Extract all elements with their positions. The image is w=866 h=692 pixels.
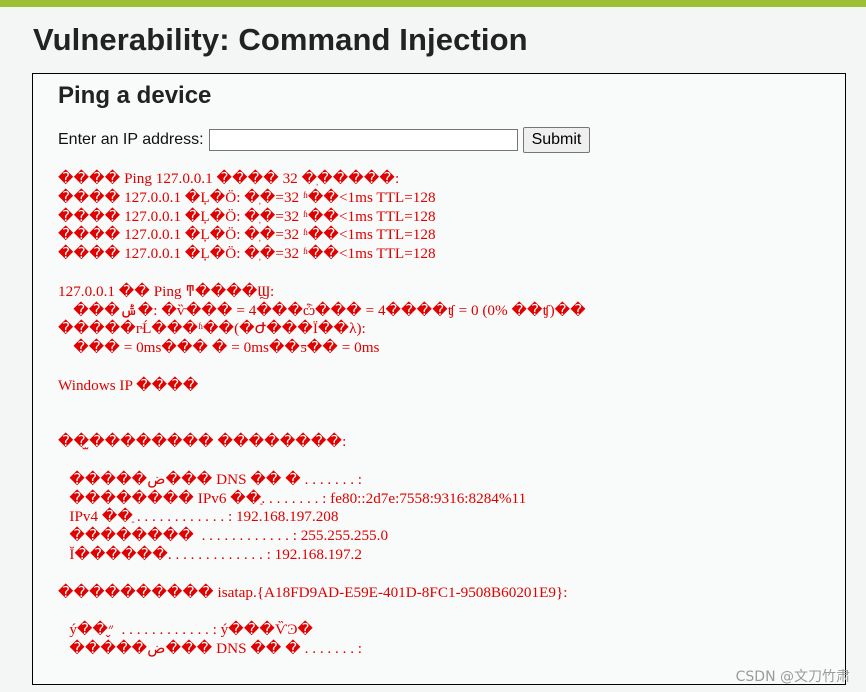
output-line: IPv4 ��ַ . . . . . . . . . . . . : 192.1… [58, 508, 339, 526]
output-line: ���� 127.0.0.1 �Ļ�Ӧ: �ֽ�=32 ʱ��<1ms TTL=… [58, 226, 436, 244]
ip-address-label: Enter an IP address: [58, 131, 204, 148]
output-line: ���� 127.0.0.1 �Ļ�Ӧ: �ֽ�=32 ʱ��<1ms TTL=… [58, 188, 436, 206]
output-line: ý��״̬ . . . . . . . . . . . . : ý���ѶϿ� [58, 621, 314, 639]
output-line [58, 396, 838, 415]
output-line: �������� . . . . . . . . . . . . : 255.2… [58, 527, 389, 545]
output-line: 127.0.0.1 �� Ping ͳ����Ϣ: [58, 282, 275, 300]
section-heading: Ping a device [58, 82, 212, 109]
csdn-watermark: CSDN @文刀竹肃 [735, 669, 850, 685]
output-line: �����ض��� DNS �� � . . . . . . . : [58, 470, 363, 488]
command-output: ���� Ping 127.0.0.1 ���� 32 �ֽ�����: ����… [58, 170, 838, 659]
output-line: ���� 127.0.0.1 �Ļ�Ӧ: �ֽ�=32 ʱ��<1ms TTL=… [58, 207, 436, 225]
vulnerability-panel: Ping a device Enter an IP address: Submi… [32, 73, 846, 685]
page-title: Vulnerability: Command Injection [33, 22, 528, 57]
submit-button[interactable]: Submit [522, 127, 591, 153]
output-line [58, 565, 838, 584]
output-line: ��� = 0ms��� � = 0ms��ƽ�� = 0ms [58, 339, 380, 357]
output-line: �������� IPv6 ��ַ. . . . . . . . : fe80:… [58, 489, 527, 507]
output-line: ��̫�������� ��������: [58, 433, 347, 451]
output-line [58, 602, 838, 621]
output-line [58, 264, 838, 283]
ip-address-input[interactable] [208, 129, 518, 151]
ping-form: Enter an IP address: Submit [58, 126, 591, 154]
output-line: Ĭ������. . . . . . . . . . . . . : 192.1… [58, 545, 362, 563]
output-line: �����ض��� DNS �� � . . . . . . . : [58, 639, 363, 657]
output-line: ���ݰ�: �ѷ��� = 4���ѽ��� = 4����ʧ = 0 (0%… [58, 301, 586, 319]
output-line: ���� 127.0.0.1 �Ļ�Ӧ: �ֽ�=32 ʱ��<1ms TTL=… [58, 245, 436, 263]
output-line: Windows IP ���� [58, 376, 199, 394]
output-line [58, 452, 838, 471]
output-line: ���� Ping 127.0.0.1 ���� 32 �ֽ�����: [58, 170, 400, 187]
output-line [58, 358, 838, 377]
output-line: �����г̵Ĺ���ʱ��(�Ժ���Ϊ��λ): [58, 320, 366, 338]
top-accent-bar [0, 0, 866, 7]
output-line: ���������� isatap.{A18FD9AD-E59E-401D-8F… [58, 583, 568, 601]
output-line [58, 414, 838, 433]
